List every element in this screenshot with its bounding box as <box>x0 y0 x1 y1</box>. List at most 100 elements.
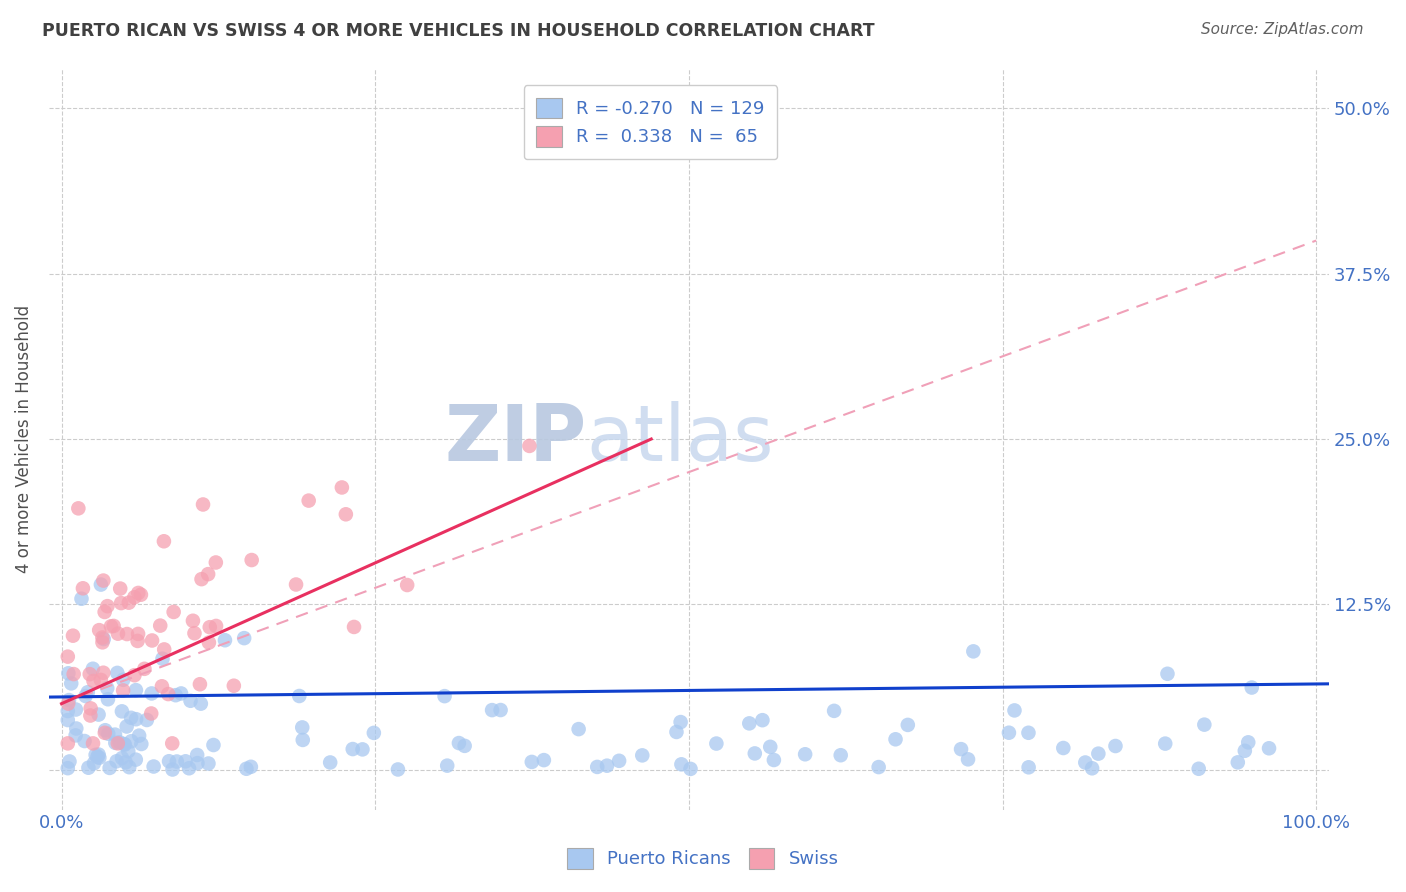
Point <box>104 728 127 742</box>
Point <box>396 578 419 592</box>
Point <box>65 728 87 742</box>
Point <box>58 666 80 681</box>
Point <box>214 633 236 648</box>
Point <box>67 501 90 516</box>
Point <box>141 686 163 700</box>
Point <box>205 619 228 633</box>
Point <box>706 737 728 751</box>
Point <box>335 508 357 522</box>
Point <box>125 683 148 698</box>
Point <box>830 748 852 763</box>
Point <box>111 704 134 718</box>
Point <box>1154 737 1177 751</box>
Point <box>94 726 117 740</box>
Point <box>98 761 121 775</box>
Point <box>115 719 138 733</box>
Point <box>436 758 458 772</box>
Point <box>150 679 173 693</box>
Point <box>141 706 163 721</box>
Point <box>131 737 153 751</box>
Point <box>77 761 100 775</box>
Point <box>72 582 94 596</box>
Point <box>1156 666 1178 681</box>
Point <box>107 626 129 640</box>
Point <box>91 631 114 645</box>
Point <box>83 673 105 688</box>
Point <box>222 679 245 693</box>
Point <box>93 665 115 680</box>
Point <box>191 498 214 512</box>
Point <box>157 754 180 768</box>
Point <box>105 665 128 680</box>
Point <box>352 742 374 756</box>
Point <box>87 707 110 722</box>
Point <box>134 662 156 676</box>
Point <box>125 712 148 726</box>
Point <box>97 727 120 741</box>
Point <box>163 605 186 619</box>
Point <box>97 692 120 706</box>
Point <box>89 750 111 764</box>
Point <box>86 750 108 764</box>
Point <box>177 761 200 775</box>
Point <box>1017 726 1039 740</box>
Point <box>162 736 184 750</box>
Point <box>1233 744 1256 758</box>
Point <box>93 605 115 619</box>
Point <box>956 752 979 766</box>
Point <box>519 439 541 453</box>
Point <box>110 596 132 610</box>
Point <box>453 739 475 753</box>
Point <box>124 591 146 605</box>
Point <box>84 747 107 762</box>
Y-axis label: 4 or more Vehicles in Household: 4 or more Vehicles in Household <box>15 305 32 573</box>
Point <box>79 708 101 723</box>
Point <box>128 729 150 743</box>
Point <box>58 693 80 707</box>
Point <box>188 677 211 691</box>
Point <box>93 632 115 646</box>
Point <box>153 642 176 657</box>
Point <box>90 673 112 687</box>
Point <box>330 480 353 494</box>
Point <box>533 753 555 767</box>
Point <box>1087 747 1109 761</box>
Point <box>89 623 111 637</box>
Point <box>298 493 321 508</box>
Point <box>120 734 142 748</box>
Point <box>166 755 188 769</box>
Point <box>62 667 84 681</box>
Point <box>118 596 141 610</box>
Point <box>100 619 122 633</box>
Text: PUERTO RICAN VS SWISS 4 OR MORE VEHICLES IN HOUSEHOLD CORRELATION CHART: PUERTO RICAN VS SWISS 4 OR MORE VEHICLES… <box>42 22 875 40</box>
Point <box>1237 735 1260 749</box>
Point <box>108 582 131 596</box>
Point <box>120 711 142 725</box>
Point <box>186 756 208 771</box>
Legend: R = -0.270   N = 129, R =  0.338   N =  65: R = -0.270 N = 129, R = 0.338 N = 65 <box>524 85 778 159</box>
Point <box>62 629 84 643</box>
Point <box>142 759 165 773</box>
Point <box>669 715 692 730</box>
Point <box>104 736 127 750</box>
Point <box>520 755 543 769</box>
Point <box>596 758 619 772</box>
Point <box>1188 762 1211 776</box>
Point <box>91 635 114 649</box>
Point <box>342 742 364 756</box>
Point <box>288 689 311 703</box>
Point <box>1194 717 1216 731</box>
Point <box>56 697 79 711</box>
Point <box>568 722 591 736</box>
Point <box>1258 741 1281 756</box>
Point <box>65 702 87 716</box>
Point <box>170 686 193 700</box>
Point <box>665 725 688 739</box>
Point <box>112 673 135 687</box>
Legend: Puerto Ricans, Swiss: Puerto Ricans, Swiss <box>560 840 846 876</box>
Point <box>111 751 134 765</box>
Point <box>114 738 136 752</box>
Point <box>115 627 138 641</box>
Point <box>884 732 907 747</box>
Point <box>489 703 512 717</box>
